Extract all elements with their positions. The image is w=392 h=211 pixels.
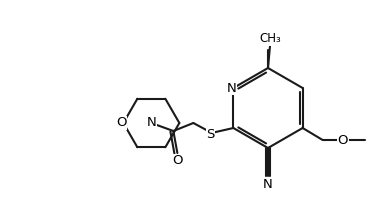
Text: O: O bbox=[116, 116, 127, 130]
Text: O: O bbox=[172, 154, 183, 168]
Text: N: N bbox=[263, 177, 273, 191]
Text: N: N bbox=[147, 116, 156, 130]
Text: CH₃: CH₃ bbox=[259, 32, 281, 46]
Text: N: N bbox=[227, 81, 236, 95]
Text: S: S bbox=[206, 127, 214, 141]
Text: O: O bbox=[338, 134, 348, 146]
